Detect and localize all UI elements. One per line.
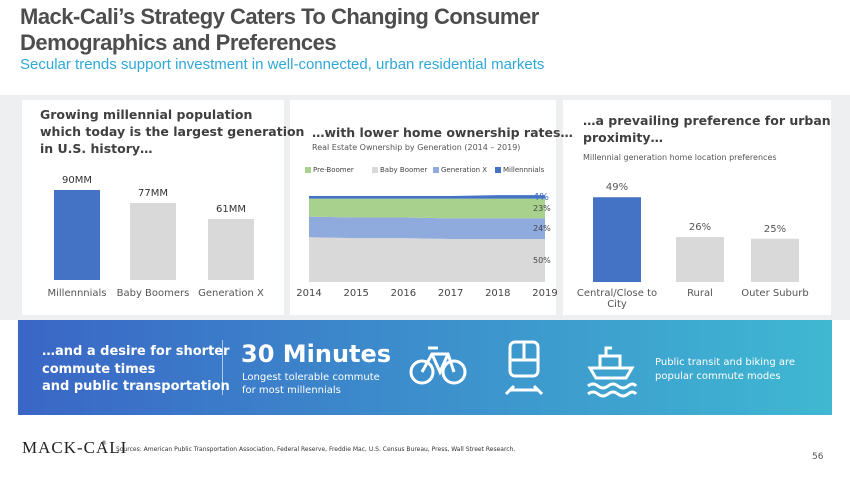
bar bbox=[676, 237, 724, 282]
title: Mack-Cali’s Strategy Caters To Changing … bbox=[20, 4, 539, 29]
bar bbox=[130, 203, 176, 280]
divider bbox=[222, 340, 223, 395]
area bbox=[309, 216, 545, 239]
category-label: Generation X bbox=[198, 288, 264, 299]
value-label: 24% bbox=[533, 224, 551, 233]
x-tick-label: 2015 bbox=[343, 288, 368, 299]
value-label: 61MM bbox=[216, 204, 246, 215]
x-tick-label: 2016 bbox=[391, 288, 416, 299]
chart-subtitle: Millennial generation home location pref… bbox=[583, 153, 777, 162]
x-tick-label: 2014 bbox=[296, 288, 321, 299]
legend-label: Pre-Boomer bbox=[313, 166, 354, 174]
legend-swatch bbox=[495, 167, 501, 173]
value-label: 49% bbox=[606, 182, 628, 193]
x-tick-label: 2019 bbox=[532, 288, 557, 299]
bar bbox=[208, 219, 254, 280]
category-label: Outer Suburb bbox=[741, 288, 809, 299]
value-label: 77MM bbox=[138, 188, 168, 199]
banner-text: …and a desire for shorter bbox=[42, 344, 230, 359]
chart-title: which today is the largest generation bbox=[40, 124, 305, 139]
value-label: 90MM bbox=[62, 175, 92, 186]
bar bbox=[751, 238, 799, 282]
legend-label: Millennnials bbox=[503, 166, 545, 174]
chart-title: …with lower home ownership rates… bbox=[312, 125, 573, 140]
value-label: 4% bbox=[533, 192, 549, 203]
banner-note: popular commute modes bbox=[655, 371, 781, 382]
value-label: 26% bbox=[689, 222, 711, 233]
x-tick-label: 2018 bbox=[485, 288, 510, 299]
chart-title: in U.S. history… bbox=[40, 141, 153, 156]
value-label: 23% bbox=[533, 204, 551, 213]
sources: Sources: American Public Transportation … bbox=[116, 446, 516, 453]
area bbox=[309, 198, 545, 219]
bar bbox=[54, 190, 100, 280]
banner-note: Public transit and biking are bbox=[655, 357, 796, 368]
category-label: Central/Close to City bbox=[576, 288, 658, 310]
banner-text: commute times bbox=[42, 362, 156, 377]
value-label: 50% bbox=[533, 256, 551, 265]
x-tick-label: 2017 bbox=[438, 288, 463, 299]
legend-swatch bbox=[305, 167, 311, 173]
value-label: 25% bbox=[764, 224, 786, 235]
chart-title: …a prevailing preference for urban bbox=[583, 113, 831, 128]
ship-icon bbox=[587, 346, 638, 398]
area bbox=[309, 195, 545, 199]
title: Demographics and Preferences bbox=[20, 30, 337, 55]
category-label: Baby Boomers bbox=[116, 288, 190, 299]
legend-swatch bbox=[372, 167, 378, 173]
category-label: Rural bbox=[687, 288, 713, 299]
headline-note: Longest tolerable commute bbox=[242, 372, 380, 383]
logo-mark: ® bbox=[101, 440, 107, 447]
banner-text: and public transportation bbox=[42, 379, 230, 394]
bar bbox=[593, 197, 641, 282]
headline: 30 Minutes bbox=[241, 340, 392, 368]
page-number: 56 bbox=[812, 452, 824, 462]
legend-label: Generation X bbox=[441, 166, 487, 174]
subtitle: Secular trends support investment in wel… bbox=[20, 56, 545, 73]
logo: MACK-CALI bbox=[22, 438, 128, 457]
category-label: Millennnials bbox=[47, 288, 107, 299]
headline-note: for most millennials bbox=[242, 385, 341, 396]
train-icon bbox=[504, 340, 544, 396]
chart-title: Growing millennial population bbox=[40, 107, 253, 122]
legend-swatch bbox=[433, 167, 439, 173]
legend-label: Baby Boomer bbox=[380, 166, 427, 174]
chart-subtitle: Real Estate Ownership by Generation (201… bbox=[312, 143, 521, 152]
chart-title: proximity… bbox=[583, 130, 663, 145]
area bbox=[309, 237, 545, 282]
bike-icon bbox=[409, 346, 467, 385]
